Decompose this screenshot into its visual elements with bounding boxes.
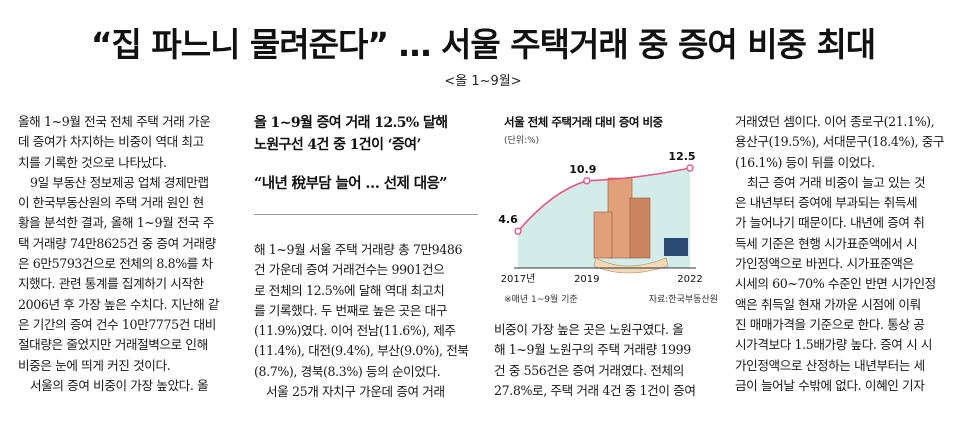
chart-title: 서울 전체 주택거래 대비 증여 비중 xyxy=(504,115,663,129)
article-column-2: 해 1~9월 서울 주택 거래량 총 7만9486 건 가운데 증여 거래건수는 … xyxy=(254,240,478,402)
text-line: 가인정액으로 바뀐다. 시가표준액은 xyxy=(735,256,914,272)
text-line: 로 전체의 12.5%에 달해 역대 최고치 xyxy=(254,282,445,298)
chart-point xyxy=(583,177,591,185)
text-line: (11.4%), 대전(9.4%), 부산(9.0%), 전북 xyxy=(254,343,469,359)
headline: “집 파느니 물려준다” … 서울 주택거래 중 증여 비중 최대 xyxy=(90,25,876,64)
text-line: (8.7%), 경북(8.3%) 등의 순이었다. xyxy=(254,363,441,379)
chart-source: 자료:한국부동산원 xyxy=(648,295,718,305)
subtitle-box: 올 1~9월 증여 거래 12.5% 달해 노원구선 4건 중 1건이 ‘증여’… xyxy=(254,112,480,193)
subtitle-line-2: 노원구선 4건 중 1건이 ‘증여’ xyxy=(254,137,421,153)
x-tick-label: 2017년 xyxy=(501,273,536,285)
text-line: 27.8%로, 주택 거래 4건 중 1건이 증여 xyxy=(494,382,696,398)
text-line: 득세 기준은 현행 시가표준액에서 시 xyxy=(735,235,918,251)
chart-point xyxy=(514,227,522,235)
building-illustration xyxy=(593,211,613,259)
text-line: 비중은 눈에 띄게 커진 것이다. xyxy=(18,357,171,373)
text-line: 건 가운데 증여 거래건수는 9901건으 xyxy=(254,262,445,278)
text-line: 해 1~9월 노원구의 주택 거래량 1999 xyxy=(494,342,691,358)
data-label: 4.6 xyxy=(498,213,518,226)
chart-plot: 4.6 2017년 10.9 2019 12.5 2022 xyxy=(498,150,702,285)
text-line: (11.9%)였다. 이어 전남(11.6%), 제주 xyxy=(254,323,456,339)
text-line: 시가격보다 1.5배가량 높다. 증여 시 시 xyxy=(735,337,933,353)
text-line: 올해 1~9월 전국 전체 주택 거래 가운 xyxy=(18,114,211,129)
subtitle-line-3: “내년 稅부담 늘어 … 선제 대응” xyxy=(254,175,448,192)
text-line: 금이 늘어날 수밖에 없다. 이혜인 기자 xyxy=(735,377,925,393)
text-line: 지했다. 관련 통계를 집계하기 시작한 xyxy=(18,276,204,292)
text-line: 치를 기록한 것으로 나타났다. xyxy=(18,154,167,170)
text-line: 비중이 가장 높은 곳은 노원구였다. 올 xyxy=(494,322,684,337)
text-line: 건 중 556건은 증여 거래였다. 전체의 xyxy=(494,362,684,378)
chart-note: ※매년 1~9월 기준 xyxy=(504,295,578,305)
text-line: 를 기록했다. 두 번째로 높은 곳은 대구 xyxy=(254,302,448,318)
text-line: 용산구(19.5%), 서대문구(18.4%), 중구 xyxy=(735,134,945,150)
article-column-4: 거래였던 셈이다. 이어 종로구(21.1%), 용산구(19.5%), 서대문구… xyxy=(735,112,957,396)
text-line: (16.1%) 등이 뒤를 이었다. xyxy=(735,154,875,170)
text-line: 서울의 증여 비중이 가장 높았다. 올 xyxy=(30,377,209,393)
chart: 서울 전체 주택거래 대비 증여 비중 (단위:%) 4.6 2017년 10.9 2… xyxy=(496,108,722,314)
subtitle-line-1: 올 1~9월 증여 거래 12.5% 달해 xyxy=(254,115,448,131)
text-line: 시세의 60~70% 수준인 반면 시가인정 xyxy=(735,276,936,292)
text-line: 은 기간의 증여 건수 10만7775건 대비 xyxy=(18,316,216,332)
chart-unit: (단위:%) xyxy=(504,136,540,146)
text-line: 가 늘어나기 때문이다. 내년에 증여 취 xyxy=(735,215,925,231)
chart-point xyxy=(686,164,694,172)
text-line: 은 6만5793건으로 전체의 8.8%를 차 xyxy=(18,256,213,272)
building-illustration xyxy=(629,197,651,259)
text-line: 서울 25개 자치구 가운데 증여 거래 xyxy=(266,384,445,400)
subhead: <올 1~9월> xyxy=(444,74,522,89)
text-line: 가인정액으로 산정하는 내년부터는 세 xyxy=(735,357,925,373)
text-line: 9일 부동산 정보제공 업체 경제만랩 xyxy=(30,174,209,190)
text-line: 택 거래량 74만8625건 중 증여 거래량 xyxy=(18,235,216,251)
text-line: 절대량은 줄었지만 거래절벽으로 인해 xyxy=(18,337,208,353)
sleeve-illustration xyxy=(664,238,688,256)
text-line: 거래였던 셈이다. 이어 종로구(21.1%), xyxy=(735,114,935,129)
text-line: 2006년 후 가장 높은 수치다. 지난해 같 xyxy=(18,296,220,312)
text-line: 해 1~9월 서울 주택 거래량 총 7만9486 xyxy=(254,242,463,257)
hand-illustration xyxy=(593,257,669,274)
text-line: 황을 분석한 결과, 올해 1~9월 전국 주 xyxy=(18,215,215,231)
text-line: 이 한국부동산원의 주택 거래 원인 현 xyxy=(18,195,204,211)
text-line: 은 내년부터 증여에 부과되는 취득세 xyxy=(735,195,918,211)
x-tick-label: 2019 xyxy=(574,274,599,285)
data-label: 12.5 xyxy=(668,150,695,163)
x-tick-label: 2022 xyxy=(677,274,702,285)
text-line: 액은 취득일 현재 가까운 시점에 이뤄 xyxy=(735,296,921,312)
text-line: 데 증여가 차지하는 비중이 역대 최고 xyxy=(18,134,204,150)
text-line: 최근 증여 거래 비중이 늘고 있는 것 xyxy=(747,174,926,190)
data-label: 10.9 xyxy=(569,163,596,176)
text-line: 진 매매가격을 기준으로 한다. 통상 공 xyxy=(735,316,925,332)
column-divider xyxy=(254,214,478,215)
